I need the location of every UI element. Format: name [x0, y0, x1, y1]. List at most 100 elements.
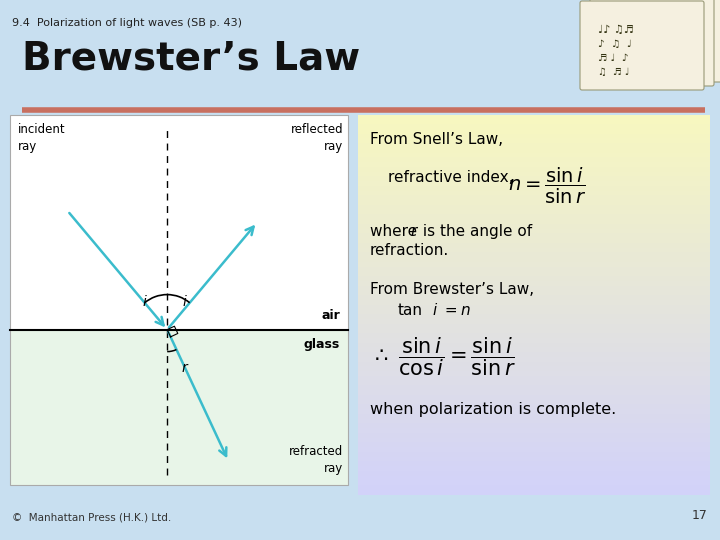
Bar — [358, 276, 710, 281]
Bar — [10, 115, 348, 485]
Text: ♬ ♩  ♪: ♬ ♩ ♪ — [598, 53, 629, 63]
Bar — [358, 291, 710, 295]
Bar — [358, 252, 710, 258]
Bar — [358, 205, 710, 210]
FancyBboxPatch shape — [598, 0, 720, 82]
Bar — [358, 214, 710, 219]
Bar — [358, 437, 710, 443]
Bar — [358, 423, 710, 429]
Bar — [358, 114, 710, 120]
Text: where: where — [370, 224, 422, 239]
Text: refracted
ray: refracted ray — [289, 445, 343, 475]
Bar — [358, 152, 710, 158]
Bar — [358, 243, 710, 248]
Bar — [358, 119, 710, 125]
Bar — [358, 400, 710, 405]
Text: ©  Manhattan Press (H.K.) Ltd.: © Manhattan Press (H.K.) Ltd. — [12, 512, 171, 522]
Bar — [358, 347, 710, 353]
Bar — [358, 271, 710, 276]
Bar — [358, 228, 710, 234]
Bar — [358, 319, 710, 324]
Bar — [358, 328, 710, 334]
Text: air: air — [321, 308, 340, 322]
Bar — [358, 466, 710, 471]
Bar — [358, 314, 710, 319]
Bar — [358, 433, 710, 438]
Bar — [358, 414, 710, 419]
Bar — [358, 191, 710, 195]
Bar — [358, 143, 710, 148]
Bar — [358, 247, 710, 253]
Bar — [358, 404, 710, 409]
Bar — [358, 233, 710, 239]
Text: tan: tan — [398, 303, 423, 318]
Bar — [358, 129, 710, 134]
Bar — [358, 395, 710, 400]
Bar — [358, 148, 710, 153]
Bar — [358, 238, 710, 243]
Bar — [358, 390, 710, 395]
Bar — [10, 329, 348, 485]
Text: $n = \dfrac{\mathrm{sin}\,i}{\mathrm{sin}\,r}$: $n = \dfrac{\mathrm{sin}\,i}{\mathrm{sin… — [508, 166, 586, 206]
Text: $i$: $i$ — [182, 294, 188, 309]
Bar — [358, 186, 710, 191]
Bar — [358, 195, 710, 200]
Bar — [358, 333, 710, 338]
Bar — [358, 176, 710, 181]
Bar — [358, 200, 710, 205]
Text: $r$: $r$ — [181, 361, 189, 375]
Bar — [358, 409, 710, 414]
Bar — [358, 267, 710, 272]
Text: reflected
ray: reflected ray — [290, 123, 343, 153]
Bar — [358, 490, 710, 495]
Bar — [358, 138, 710, 144]
Text: n: n — [460, 303, 469, 318]
Text: when polarization is complete.: when polarization is complete. — [370, 402, 616, 417]
Bar — [358, 286, 710, 291]
Text: =: = — [440, 303, 462, 318]
Bar — [358, 181, 710, 186]
Text: Brewster’s Law: Brewster’s Law — [22, 40, 360, 78]
FancyBboxPatch shape — [590, 0, 714, 86]
Bar — [358, 342, 710, 348]
Text: refractive index,: refractive index, — [388, 170, 513, 185]
Bar — [358, 295, 710, 300]
Bar — [358, 447, 710, 453]
Bar — [358, 428, 710, 433]
Text: ♫  ♬ ♩: ♫ ♬ ♩ — [598, 67, 629, 77]
Bar — [358, 452, 710, 457]
Bar — [358, 371, 710, 376]
Bar — [358, 376, 710, 381]
Text: glass: glass — [304, 338, 340, 350]
Text: $i$: $i$ — [143, 294, 148, 309]
Bar — [358, 300, 710, 305]
Bar — [358, 471, 710, 476]
Text: r: r — [410, 224, 416, 239]
Bar — [358, 381, 710, 386]
Bar — [358, 338, 710, 343]
Bar — [358, 219, 710, 224]
Bar — [358, 257, 710, 262]
Bar — [358, 281, 710, 286]
Bar — [358, 485, 710, 490]
Text: is the angle of: is the angle of — [418, 224, 532, 239]
Bar — [358, 385, 710, 390]
Text: From Brewster’s Law,: From Brewster’s Law, — [370, 282, 534, 297]
Bar — [358, 361, 710, 367]
FancyBboxPatch shape — [580, 1, 704, 90]
Bar — [358, 357, 710, 362]
Bar — [358, 442, 710, 448]
Bar — [358, 461, 710, 467]
Bar — [358, 172, 710, 177]
Bar — [358, 418, 710, 424]
Bar — [358, 480, 710, 485]
Bar — [358, 133, 710, 139]
Bar — [10, 115, 348, 329]
Bar — [358, 162, 710, 167]
Text: refraction.: refraction. — [370, 243, 449, 258]
Bar — [358, 210, 710, 215]
Text: 17: 17 — [692, 509, 708, 522]
Text: incident
ray: incident ray — [18, 123, 66, 153]
Text: ♪  ♫  ♩: ♪ ♫ ♩ — [598, 39, 631, 49]
Bar — [358, 262, 710, 267]
